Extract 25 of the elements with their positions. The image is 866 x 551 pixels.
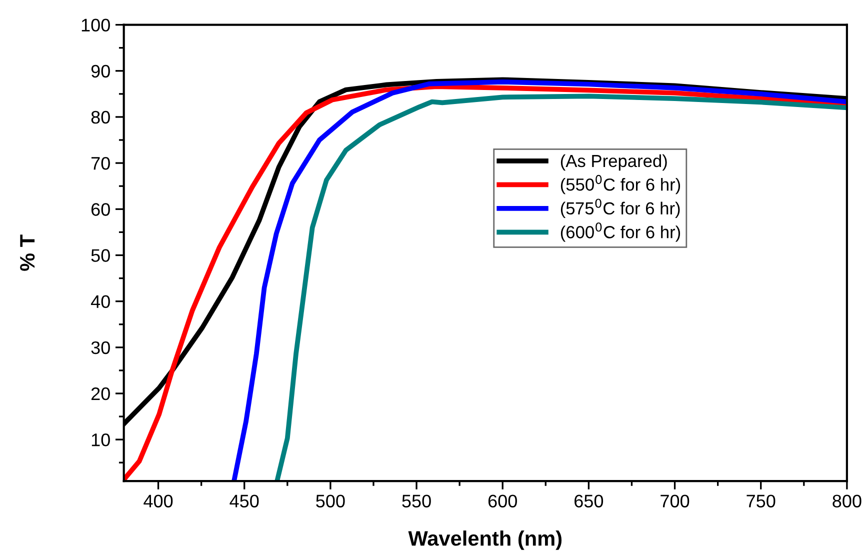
y-tick-label: 10 [92, 433, 110, 446]
legend-label: (As Prepared) [560, 154, 667, 171]
x-tick-label: 800 [832, 494, 862, 508]
x-tick-label: 400 [144, 494, 173, 508]
y-axis-title: % T [20, 234, 35, 271]
x-tick-label: 500 [316, 494, 345, 508]
x-tick-label: 650 [574, 494, 604, 508]
x-tick-label: 450 [230, 494, 259, 508]
y-tick-label: 90 [91, 64, 110, 78]
y-tick-label: 60 [91, 203, 110, 216]
y-tick-label: 30 [91, 341, 110, 354]
y-tick-label: 50 [91, 249, 110, 262]
x-tick-label: 700 [660, 494, 690, 508]
y-tick-label: 100 [82, 18, 110, 32]
legend-label: (600$^{0}$C for 6 hr) [560, 222, 680, 242]
y-tick-label: 70 [91, 156, 110, 170]
x-tick-label: 750 [746, 494, 776, 508]
y-tick-label: 20 [91, 387, 110, 400]
x-tick-label: 600 [488, 494, 517, 508]
legend-label: (575$^{0}$C for 6 hr) [560, 198, 680, 218]
y-tick-label: 40 [90, 295, 110, 308]
x-tick-label: 550 [402, 494, 431, 508]
x-axis-title: Wavelenth (nm) [408, 530, 562, 550]
legend-label: (550$^{0}$C for 6 hr) [560, 174, 680, 194]
y-tick-label: 80 [91, 110, 110, 124]
